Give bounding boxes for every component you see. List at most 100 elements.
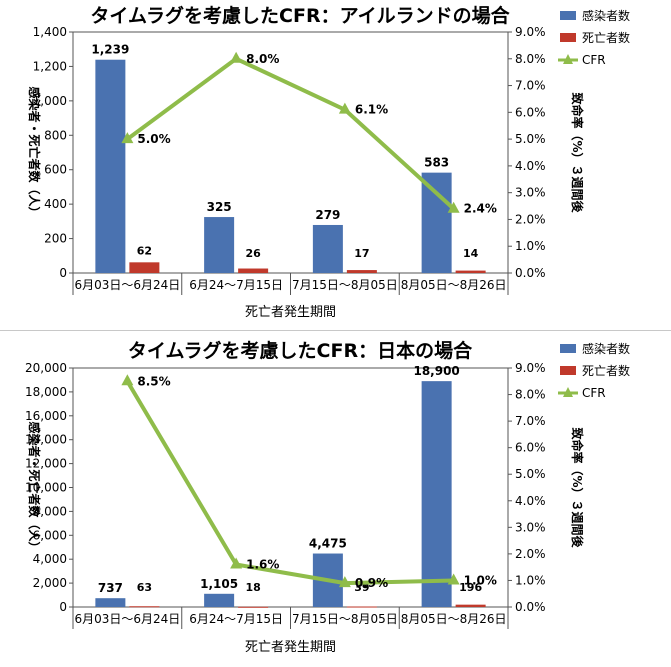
cfr-point [121,132,134,144]
data-label-cfr: 8.5% [137,374,170,388]
data-label-deaths: 63 [137,581,152,594]
data-label-infected: 1,105 [200,577,238,591]
data-label-deaths: 26 [245,247,261,260]
bar-deaths [129,606,160,608]
bar-deaths [346,606,377,608]
y2-tick-label: 8.0% [515,388,546,402]
y-axis-title: 感染者・死亡者数（人） [27,86,42,218]
legend-label: 感染者数 [582,341,630,356]
y-tick-label: 200 [44,232,67,246]
y-tick-label: 0 [59,600,67,614]
cfr-line [126,56,455,211]
data-label-cfr: 5.0% [137,132,170,146]
legend-label: 感染者数 [582,8,630,23]
y2-axis-title: 致命率（%）３週間後 [570,92,585,213]
data-label-infected: 4,475 [309,537,347,551]
y-tick-label: 8,000 [33,504,67,518]
y-tick-label: 18,000 [25,385,67,399]
data-label-infected: 18,900 [413,364,459,378]
data-label-cfr: 6.1% [355,103,388,117]
cfr-point [447,573,460,585]
data-label-deaths: 14 [463,247,479,260]
cfr-line [125,380,454,586]
legend-swatch [560,11,576,20]
data-label-cfr: 2.4% [464,202,497,216]
bar-deaths [455,270,486,273]
y2-tick-label: 4.0% [515,159,546,173]
bar-infected [95,598,126,607]
x-axis-title: 死亡者発生期間 [245,640,336,655]
y2-tick-label: 0.0% [515,266,546,280]
y2-tick-label: 3.0% [515,186,546,200]
y-tick-label: 800 [44,128,67,142]
y2-tick-label: 7.0% [515,79,546,93]
data-label-cfr: 1.6% [246,558,279,572]
y2-tick-label: 8.0% [515,52,546,66]
bar-infected [204,593,235,607]
data-label-cfr: 8.0% [246,52,279,66]
y-tick-label: 20,000 [25,361,67,375]
y2-tick-label: 6.0% [515,441,546,455]
y2-tick-label: 5.0% [515,467,546,481]
cfr-point [230,51,243,63]
x-axis-title: 死亡者発生期間 [245,305,336,320]
data-label-infected: 325 [207,200,232,214]
y-tick-label: 10,000 [25,481,67,495]
data-label-infected: 737 [98,581,123,595]
legend-label: CFR [582,386,606,400]
chart-panel-japan: タイムラグを考慮したCFR：日本の場合 0 2,000 4,000 6,000 8,000… [0,331,671,663]
y-tick-label: 600 [44,163,67,177]
data-label-infected: 583 [424,156,449,170]
bar-infected [421,381,452,607]
bar-infected [421,172,452,273]
legend-label: CFR [582,53,606,67]
y-tick-label: 14,000 [25,433,67,447]
bar-infected [204,217,235,273]
chart-panel-ireland: タイムラグを考慮したCFR：アイルランドの場合 0 200 400 600 800 1,00… [0,0,671,331]
data-label-infected: 1,239 [91,43,129,57]
chart-title: タイムラグを考慮したCFR：アイルランドの場合 [90,4,510,27]
y-tick-label: 1,000 [33,94,67,108]
data-label-deaths: 196 [459,581,482,594]
x-tick-label: 8月05日～8月26日 [401,278,507,292]
y2-tick-label: 6.0% [515,105,546,119]
x-tick-label: 6月03日～6月24日 [74,278,180,292]
data-label-deaths: 62 [137,244,152,257]
y-tick-label: 4,000 [33,552,67,566]
bar-deaths [129,262,160,273]
chart-ireland: タイムラグを考慮したCFR：アイルランドの場合 0 200 400 600 800 1,00… [27,4,630,320]
y-tick-label: 16,000 [25,409,67,423]
x-tick-label: 7月15日～8月05日 [292,612,398,626]
x-tick-label: 8月05日～8月26日 [401,612,507,626]
cfr-point [338,576,351,588]
data-label-cfr: 1.0% [464,573,497,587]
bar-deaths [238,268,269,273]
y-tick-label: 6,000 [33,528,67,542]
bar-infected [312,224,343,273]
y2-tick-label: 1.0% [515,239,546,253]
y-tick-label: 400 [44,197,67,211]
x-tick-label: 6月24～7月15日 [189,278,283,292]
y-tick-label: 1,200 [33,59,67,73]
y2-tick-label: 2.0% [515,547,546,561]
legend-label: 死亡者数 [582,30,630,45]
y2-axis-title: 致命率（%）３週間後 [570,427,585,548]
legend-swatch [560,33,576,42]
cfr-point [447,201,460,213]
data-label-deaths: 17 [354,247,369,260]
legend-swatch [560,366,576,375]
y2-tick-label: 0.0% [515,600,546,614]
y2-tick-label: 9.0% [515,361,546,375]
x-tick-label: 7月15日～8月05日 [292,278,398,292]
bar-deaths [238,606,269,608]
legend-marker [563,54,573,64]
data-label-infected: 279 [315,208,340,222]
cfr-point [338,102,351,114]
legend-marker [563,387,573,397]
x-tick-label: 6月24～7月15日 [189,612,283,626]
bar-deaths [346,270,377,273]
data-label-cfr: 0.9% [355,576,388,590]
legend-swatch [560,344,576,353]
y2-tick-label: 2.0% [515,212,546,226]
chart-japan: タイムラグを考慮したCFR：日本の場合 0 2,000 4,000 6,000 8,000… [25,339,630,655]
